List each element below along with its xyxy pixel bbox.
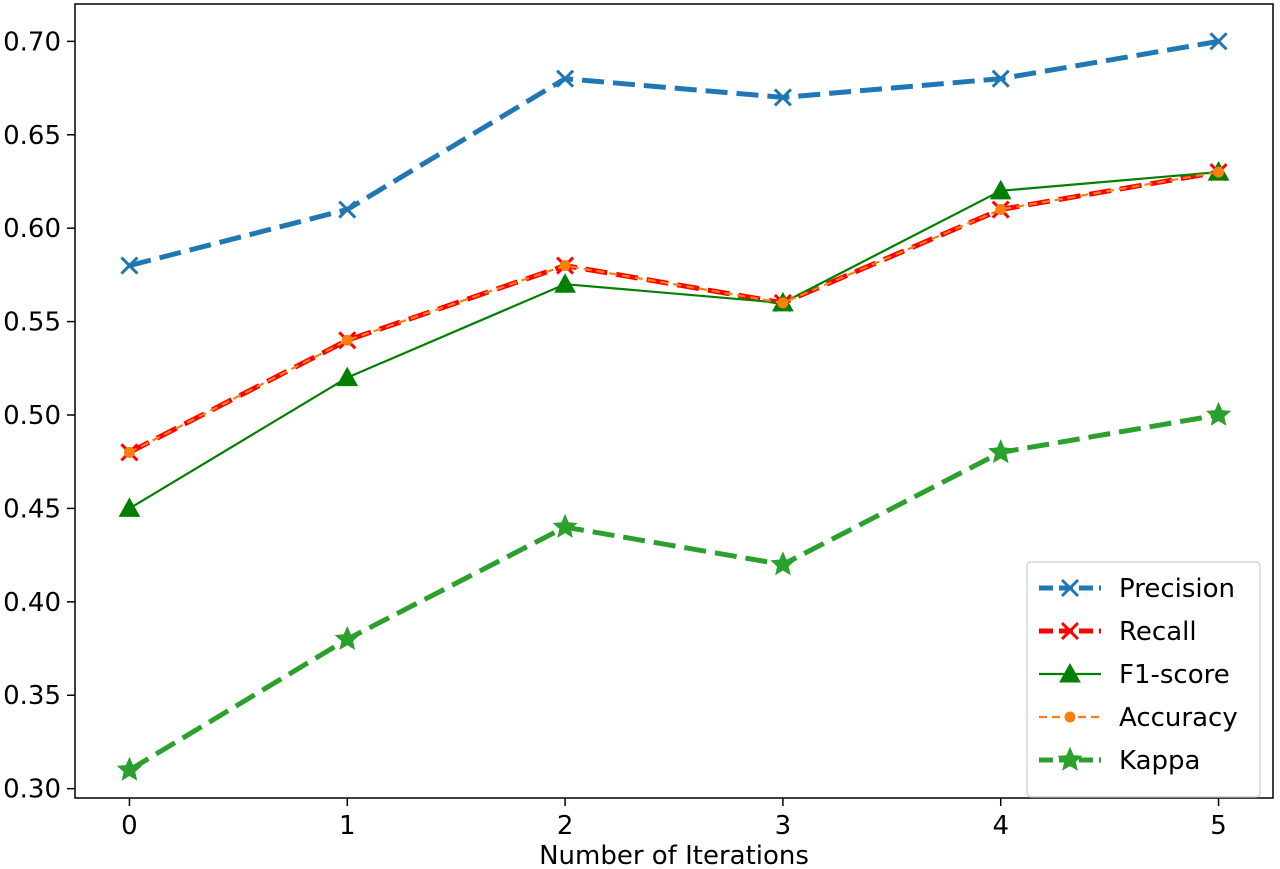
x-tick-label: 0 [121, 811, 138, 841]
data-point-accuracy [341, 334, 353, 346]
legend-marker-accuracy [1064, 711, 1076, 723]
legend-label-f1-score: F1-score [1119, 660, 1230, 690]
x-tick-label: 1 [339, 811, 356, 841]
data-point-kappa [116, 756, 143, 781]
x-tick-label: 5 [1210, 811, 1227, 841]
series-line-kappa [128, 412, 1219, 773]
data-point-accuracy [995, 204, 1007, 216]
y-tick-label: 0.40 [3, 588, 61, 618]
y-tick-label: 0.50 [3, 401, 61, 431]
legend: Precision Recall F1-score Accuracy Kappa [1026, 561, 1261, 798]
x-axis-label: Number of Iterations [539, 841, 809, 869]
legend-marker-recall [1060, 621, 1080, 641]
legend-item-accuracy: Accuracy [1039, 703, 1238, 733]
data-point-precision [556, 69, 575, 88]
data-point-precision [120, 256, 139, 275]
data-point-kappa [552, 513, 578, 538]
x-tick-label: 2 [557, 811, 574, 841]
data-point-f1-score [336, 366, 359, 387]
series-kappa [116, 401, 1232, 781]
data-point-kappa [1205, 401, 1232, 426]
data-point-accuracy [1213, 166, 1225, 178]
legend-item-kappa: Kappa [1039, 746, 1200, 776]
y-tick-label: 0.70 [3, 27, 61, 57]
series-recall [120, 163, 1228, 462]
y-tick-label: 0.65 [3, 121, 61, 151]
legend-item-precision: Precision [1039, 574, 1235, 604]
data-point-accuracy [559, 260, 571, 272]
data-point-precision [1209, 32, 1228, 51]
legend-marker-precision [1060, 578, 1080, 598]
data-point-precision [773, 88, 792, 107]
series-line-accuracy [128, 171, 1219, 454]
y-tick-label: 0.30 [3, 775, 61, 805]
legend-item-f1-score: F1-score [1039, 660, 1230, 690]
data-point-f1-score [989, 179, 1012, 200]
y-tick-label: 0.35 [3, 681, 61, 711]
series-precision [120, 32, 1228, 275]
y-tick-label: 0.60 [3, 214, 61, 244]
series-f1-score [118, 161, 1230, 517]
data-point-kappa [988, 439, 1014, 464]
axis-ticks-group: 0 1 2 3 4 5 0.30 0.35 0.40 0.45 0.50 0.55 0.60 0.65 0.… [3, 27, 1227, 841]
data-point-accuracy [777, 297, 789, 309]
series-accuracy [123, 166, 1225, 458]
legend-marker-f1-score [1059, 662, 1081, 683]
legend-label-recall: Recall [1119, 617, 1197, 647]
data-point-precision [338, 200, 357, 219]
series-line-precision [128, 38, 1219, 269]
plot-frame [74, 3, 1274, 799]
series-line-f1-score [128, 171, 1219, 510]
plot-series-group [116, 32, 1232, 781]
data-point-precision [991, 69, 1010, 88]
legend-label-precision: Precision [1119, 574, 1235, 604]
legend-label-kappa: Kappa [1119, 746, 1200, 776]
y-tick-label: 0.45 [3, 494, 61, 524]
data-point-f1-score [554, 273, 576, 293]
y-tick-label: 0.55 [3, 308, 61, 338]
x-tick-label: 4 [992, 811, 1009, 841]
data-point-kappa [334, 625, 360, 650]
data-point-f1-score [118, 497, 141, 517]
x-tick-label: 3 [775, 811, 792, 841]
data-point-accuracy [123, 446, 135, 458]
legend-label-accuracy: Accuracy [1119, 703, 1238, 733]
legend-item-recall: Recall [1039, 617, 1197, 647]
legend-marker-kappa [1057, 746, 1083, 771]
legend-box [1026, 561, 1261, 798]
data-point-kappa [770, 551, 796, 576]
